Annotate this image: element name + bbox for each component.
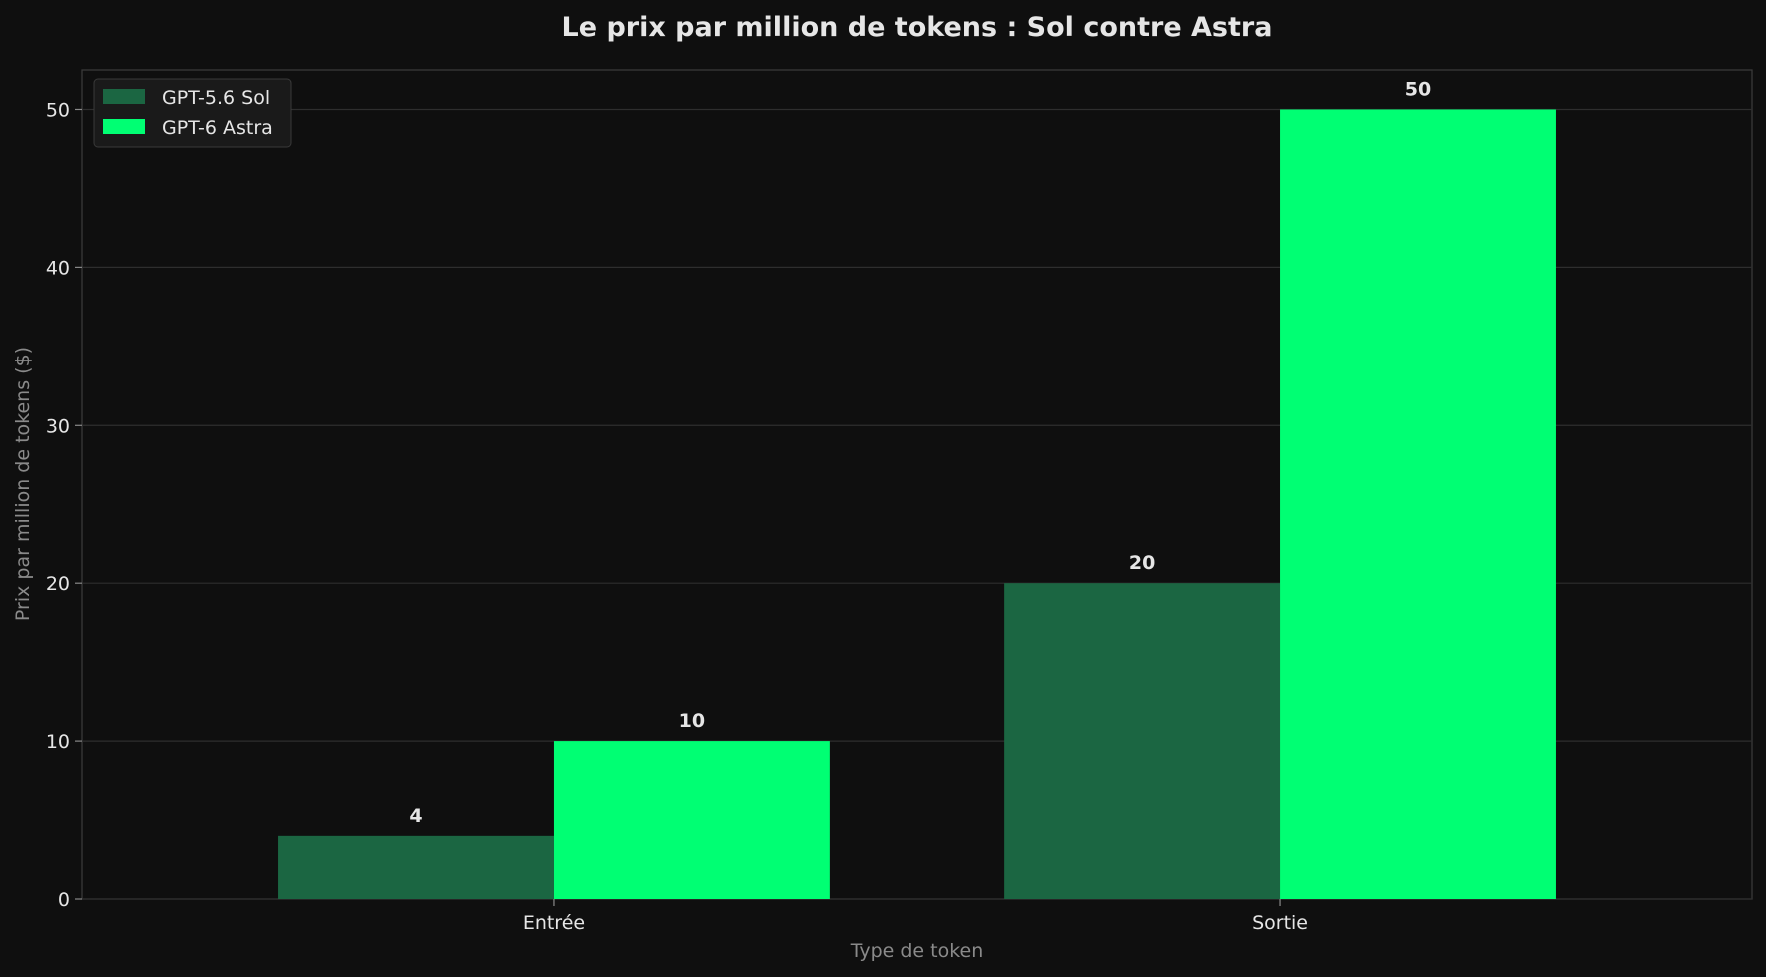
x-axis-label: Type de token xyxy=(850,940,984,962)
bars xyxy=(278,109,1556,899)
bar-gpt-5-6-sol-1 xyxy=(1004,583,1281,899)
y-tick-label-10: 10 xyxy=(46,731,70,753)
legend-swatch-gpt-6-astra xyxy=(103,119,145,134)
legend: GPT-5.6 Sol GPT-6 Astra xyxy=(93,78,292,148)
data-label-1-1: 50 xyxy=(1405,78,1431,100)
bar-gpt-5-6-sol-0 xyxy=(278,835,554,899)
y-tick-label-0: 0 xyxy=(58,889,70,911)
y-tick-label-40: 40 xyxy=(46,257,70,279)
legend-label-gpt-5-6-sol: GPT-5.6 Sol xyxy=(162,87,270,109)
data-label-0-0: 4 xyxy=(409,805,422,827)
data-labels: 4 10 20 50 xyxy=(409,78,1431,826)
data-label-0-1: 20 xyxy=(1129,552,1155,574)
y-tick-label-20: 20 xyxy=(46,573,70,595)
x-tick-labels: Entrée Sortie xyxy=(523,899,1308,934)
x-tick-label-1: Sortie xyxy=(1252,912,1308,934)
y-tick-label-50: 50 xyxy=(46,99,70,121)
y-axis-label: Prix par million de tokens ($) xyxy=(12,347,34,621)
y-tick-label-30: 30 xyxy=(46,415,70,437)
bar-gpt-6-astra-0 xyxy=(553,741,830,899)
legend-swatch-gpt-5-6-sol xyxy=(103,89,145,104)
legend-label-gpt-6-astra: GPT-6 Astra xyxy=(162,117,273,139)
x-tick-label-0: Entrée xyxy=(523,912,585,934)
y-tick-labels: 0 10 20 30 40 50 xyxy=(46,99,82,911)
bar-gpt-6-astra-1 xyxy=(1280,109,1556,899)
chart-title: Le prix par million de tokens : Sol cont… xyxy=(562,12,1273,43)
plot-area: 0 10 20 30 40 50 Entrée Sortie 4 10 20 50 xyxy=(46,69,1753,934)
data-label-1-0: 10 xyxy=(679,710,705,732)
